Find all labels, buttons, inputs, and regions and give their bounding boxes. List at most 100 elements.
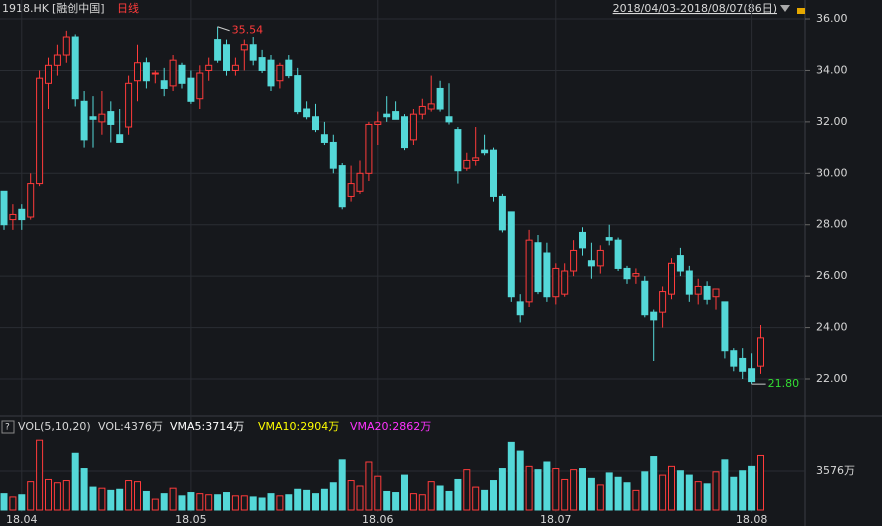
candle-body — [498, 195, 506, 231]
candle-body — [89, 116, 97, 120]
candle-body — [178, 64, 186, 84]
volume-bar — [498, 468, 506, 511]
candle-body — [507, 211, 515, 298]
candle-body — [676, 255, 684, 272]
volume-bar — [383, 490, 391, 511]
volume-legend: VMA10:2904万 — [258, 420, 339, 433]
volume-bar — [712, 471, 720, 511]
volume-bar — [267, 493, 275, 511]
volume-bar — [134, 481, 141, 511]
candle-body — [80, 100, 88, 141]
candle-body — [151, 72, 159, 75]
candle-body — [543, 252, 551, 298]
candle-body — [267, 59, 275, 87]
candle-body — [427, 103, 435, 110]
candle-body — [98, 113, 106, 123]
candle-body — [472, 157, 480, 161]
volume-bar — [659, 474, 667, 511]
volume-bar — [543, 461, 551, 511]
volume-bar — [365, 461, 373, 511]
lock-icon[interactable] — [797, 8, 805, 14]
volume-bar — [632, 489, 640, 511]
volume-bar — [98, 487, 106, 511]
candle-body — [125, 82, 133, 128]
date-range[interactable]: 2018/04/03-2018/08/07(86日) — [613, 2, 777, 15]
volume-bar — [329, 482, 337, 511]
volume-bar — [436, 485, 444, 511]
volume-bar — [418, 494, 426, 511]
candle-body — [623, 267, 631, 280]
candle-body — [579, 231, 586, 249]
y-tick-label: 28.00 — [816, 218, 848, 231]
volume-bar — [516, 450, 524, 511]
volume-bar — [258, 497, 266, 511]
candle-body — [160, 80, 168, 89]
volume-bar — [374, 475, 382, 511]
volume-bar — [142, 490, 150, 511]
candle-body — [516, 301, 524, 316]
dropdown-icon[interactable] — [780, 5, 790, 12]
volume-bar — [552, 468, 560, 511]
candle-body — [347, 183, 355, 197]
volume-bar — [116, 488, 124, 511]
volume-bar — [0, 493, 8, 511]
candle-body — [739, 357, 747, 372]
volume-bar — [249, 496, 257, 511]
candle-body — [312, 116, 319, 131]
volume-bar — [169, 487, 177, 511]
volume-bar — [668, 465, 675, 511]
candle-body — [570, 249, 578, 272]
x-tick-label: 18.07 — [540, 513, 572, 526]
candle-body — [107, 111, 115, 125]
volume-bar — [427, 481, 435, 511]
volume-bar — [757, 454, 764, 511]
candle-body — [27, 183, 35, 218]
candle-body — [45, 64, 52, 84]
candle-body — [303, 108, 311, 118]
candle-body — [641, 280, 649, 316]
volume-bar — [276, 495, 284, 511]
candle-body — [525, 239, 533, 303]
volume-bar — [525, 465, 533, 511]
candle-body — [18, 208, 26, 221]
candle-body — [748, 368, 756, 383]
candle-body — [534, 242, 542, 293]
help-icon[interactable] — [1, 420, 15, 434]
volume-bar — [605, 472, 613, 511]
volume-bar — [285, 494, 293, 511]
volume-bar — [463, 469, 471, 511]
candle-body — [9, 213, 17, 221]
candle-body — [62, 36, 70, 56]
x-tick-label: 18.04 — [6, 513, 38, 526]
volume-bar — [71, 452, 79, 511]
volume-bar — [347, 480, 355, 511]
volume-bar — [89, 486, 97, 511]
volume-bar — [641, 471, 649, 511]
candle-body — [668, 262, 675, 295]
candle-body — [436, 87, 444, 110]
candle-body — [605, 237, 613, 241]
volume-bar — [685, 474, 693, 511]
volume-bar — [45, 478, 52, 511]
volume-legend: VMA20:2862万 — [350, 420, 431, 433]
volume-bar — [62, 480, 70, 511]
volume-bar — [36, 439, 44, 511]
volume-bar — [534, 469, 542, 511]
candle-body — [320, 134, 328, 143]
volume-bar — [454, 478, 462, 511]
volume-bar — [490, 480, 497, 511]
candle-body — [561, 270, 569, 295]
candle-body — [71, 36, 79, 100]
volume-bar — [53, 482, 61, 511]
candle-body — [703, 285, 711, 300]
volume-bar — [561, 478, 569, 511]
y-tick-label: 34.00 — [816, 63, 848, 76]
volume-bar — [472, 486, 480, 511]
candle-body — [463, 159, 471, 169]
volume-bar — [739, 470, 747, 511]
candle-body — [205, 64, 213, 71]
candle-body — [134, 62, 141, 82]
candle-body — [356, 172, 364, 192]
volume-bar — [587, 477, 595, 511]
y-tick-label: 26.00 — [816, 269, 848, 282]
